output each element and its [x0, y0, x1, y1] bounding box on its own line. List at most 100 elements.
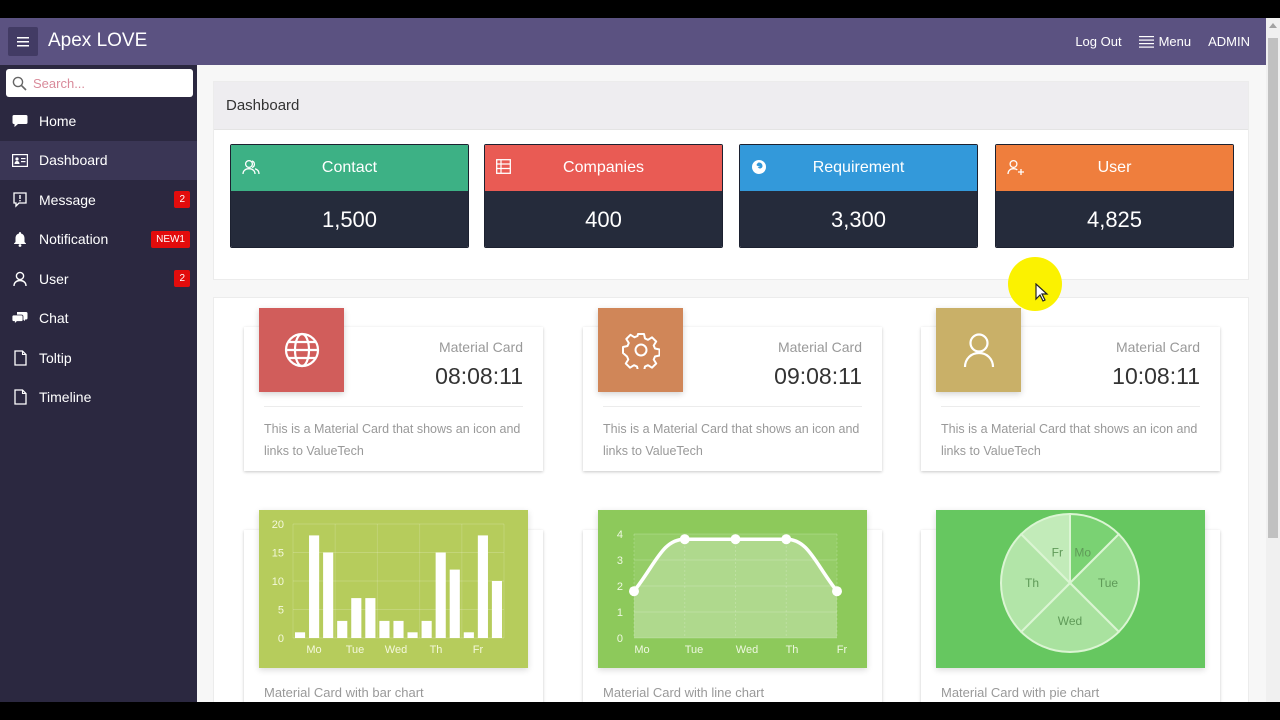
- scroll-up-arrow-icon[interactable]: [1269, 23, 1277, 28]
- page-scrollbar[interactable]: [1266, 18, 1280, 702]
- bell-icon: [12, 231, 28, 248]
- globe-icon: [284, 332, 319, 368]
- stat-label: Requirement: [812, 159, 905, 176]
- pie-chart: Mo Tue Wed Th Fr: [936, 510, 1205, 668]
- svg-text:Tue: Tue: [1098, 576, 1119, 590]
- search-box: [6, 69, 193, 97]
- alert-message-icon: [12, 192, 28, 208]
- svg-text:Th: Th: [430, 644, 443, 656]
- top-navbar: Apex LOVE Log Out Menu ADMIN: [0, 18, 1266, 65]
- divider: [603, 406, 862, 407]
- pie-chart-card[interactable]: Mo Tue Wed Th Fr Material Card with pie char…: [921, 510, 1220, 702]
- material-card[interactable]: Material Card 09:08:11 This is a Materia…: [583, 308, 882, 471]
- material-card[interactable]: Material Card 08:08:11 This is a Materia…: [244, 308, 543, 471]
- svg-text:Fr: Fr: [1052, 545, 1063, 559]
- stat-card-contact[interactable]: Contact 1,500: [230, 144, 469, 248]
- chart-card-title: Material Card with line chart: [603, 685, 765, 700]
- svg-text:Fr: Fr: [473, 644, 484, 656]
- sidebar-item-label: Notification: [39, 231, 109, 248]
- material-card-icon-box: [259, 308, 344, 392]
- stat-header: Contact: [231, 145, 468, 191]
- users-icon: [242, 159, 260, 180]
- svg-text:1: 1: [617, 607, 623, 619]
- svg-text:20: 20: [272, 519, 284, 531]
- stat-card-user[interactable]: User 4,825: [995, 144, 1234, 248]
- logout-link[interactable]: Log Out: [1075, 34, 1121, 49]
- line-chart: 0 1 2 3 4 Mo Tue Wed Th Fr: [598, 510, 867, 668]
- scrollbar-thumb[interactable]: [1268, 38, 1278, 538]
- svg-text:4: 4: [617, 529, 623, 541]
- sidebar-item-chat[interactable]: Chat: [0, 299, 197, 339]
- svg-text:0: 0: [617, 633, 623, 645]
- notification-new-badge: NEW1: [151, 230, 190, 248]
- sidebar-item-label: Dashboard: [39, 152, 108, 169]
- stat-value: 4,825: [996, 191, 1233, 247]
- sidebar-item-label: Timeline: [39, 389, 92, 406]
- chart-card-title: Material Card with pie chart: [941, 685, 1100, 700]
- line-chart-card[interactable]: 0 1 2 3 4 Mo Tue Wed Th Fr Material Card with lin…: [583, 510, 882, 702]
- user-icon: [12, 271, 28, 287]
- svg-text:Wed: Wed: [385, 644, 407, 656]
- dashboard-panel: Dashboard Contact 1,500 Companies 400: [213, 81, 1249, 280]
- stat-label: Contact: [321, 159, 378, 176]
- sidebar-item-label: Chat: [39, 310, 69, 327]
- message-count-badge: 2: [174, 191, 190, 208]
- sidebar-item-notification[interactable]: Notification NEW1: [0, 220, 197, 260]
- svg-text:Wed: Wed: [736, 644, 758, 656]
- sidebar-item-toltip[interactable]: Toltip: [0, 338, 197, 378]
- svg-text:Mo: Mo: [306, 644, 321, 656]
- main-content: Dashboard Contact 1,500 Companies 400: [197, 65, 1266, 702]
- chart-card-title: Material Card with bar chart: [264, 685, 424, 700]
- line-chart-svg: 0 1 2 3 4 Mo Tue Wed Th Fr: [617, 529, 848, 656]
- sidebar: Home Dashboard Message 2 Notification NE…: [0, 65, 197, 702]
- svg-text:0: 0: [278, 633, 284, 645]
- sidebar-item-label: User: [39, 270, 69, 287]
- sidebar-item-label: Message: [39, 191, 96, 208]
- brand-title[interactable]: Apex LOVE: [48, 30, 148, 51]
- material-card-icon-box: [936, 308, 1021, 392]
- material-card-description: This is a Material Card that shows an ic…: [603, 422, 860, 458]
- search-icon: [12, 76, 27, 91]
- svg-text:Th: Th: [1025, 576, 1039, 590]
- sidebar-item-user[interactable]: User 2: [0, 259, 197, 299]
- mouse-pointer-icon: [1035, 283, 1049, 302]
- gear-icon: [621, 333, 660, 369]
- top-nav: Log Out Menu ADMIN: [1075, 34, 1250, 49]
- sidebar-toggle-button[interactable]: [8, 27, 38, 56]
- stat-header: Requirement: [740, 145, 977, 191]
- stat-value: 3,300: [740, 191, 977, 247]
- page-title: Dashboard: [214, 82, 1248, 130]
- table-icon: [496, 159, 511, 179]
- svg-text:Fr: Fr: [837, 644, 848, 656]
- admin-link[interactable]: ADMIN: [1208, 34, 1250, 49]
- document-icon: [12, 389, 28, 405]
- svg-text:3: 3: [617, 555, 623, 567]
- user-icon: [963, 333, 994, 368]
- material-card[interactable]: Material Card 10:08:11 This is a Materia…: [921, 308, 1220, 471]
- svg-text:Tue: Tue: [346, 644, 365, 656]
- sidebar-item-home[interactable]: Home: [0, 101, 197, 141]
- material-card-description: This is a Material Card that shows an ic…: [941, 422, 1198, 458]
- divider: [941, 406, 1200, 407]
- sidebar-item-message[interactable]: Message 2: [0, 180, 197, 220]
- material-card-label: Material Card: [1115, 339, 1200, 355]
- stat-card-requirement[interactable]: Requirement 3,300: [739, 144, 978, 248]
- stat-label: Companies: [563, 159, 644, 176]
- chat-bubbles-icon: [12, 310, 28, 326]
- svg-text:10: 10: [272, 576, 284, 588]
- sidebar-item-timeline[interactable]: Timeline: [0, 378, 197, 418]
- menu-label: Menu: [1158, 34, 1192, 49]
- document-icon: [12, 350, 28, 366]
- bar-chart-card[interactable]: 0 5 10 15 20 Mo Tue Wed Th Fr Material Card with …: [244, 510, 543, 702]
- sidebar-item-dashboard[interactable]: Dashboard: [0, 140, 197, 180]
- firefox-icon: [751, 159, 767, 180]
- add-user-icon: [1007, 159, 1025, 181]
- material-cards-panel: Material Card 08:08:11 This is a Materia…: [213, 297, 1249, 702]
- stat-card-companies[interactable]: Companies 400: [484, 144, 723, 248]
- logout-label: Log Out: [1075, 34, 1122, 49]
- search-input[interactable]: [33, 75, 183, 91]
- stat-header: User: [996, 145, 1233, 191]
- menu-link[interactable]: Menu: [1138, 34, 1192, 49]
- svg-text:Mo: Mo: [1074, 545, 1091, 559]
- speech-bubble-icon: [12, 113, 28, 129]
